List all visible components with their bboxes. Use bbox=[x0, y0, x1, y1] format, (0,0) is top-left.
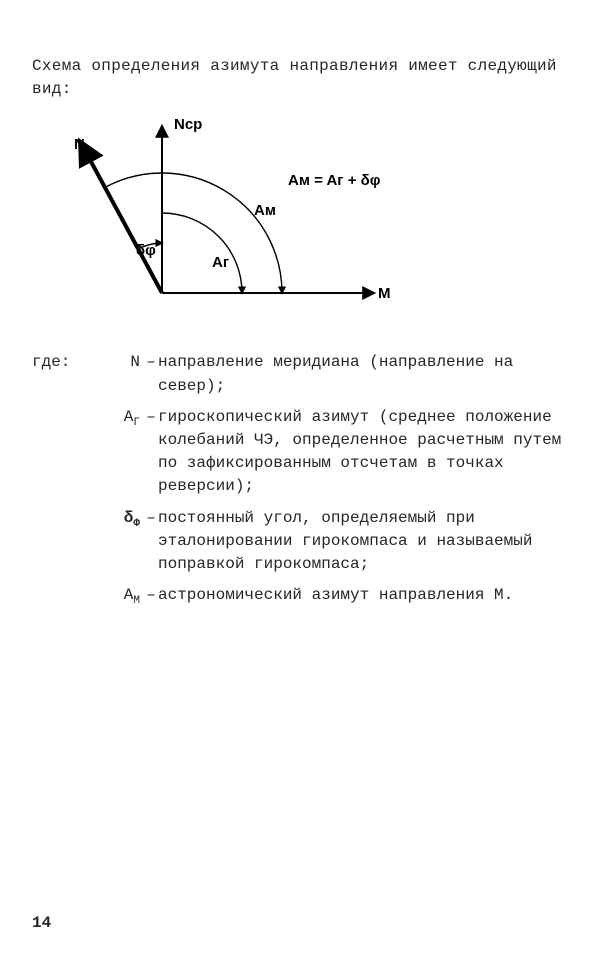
svg-text:M: M bbox=[378, 285, 391, 302]
diagram-svg: M Nср N Aᴍ Aᴦ δφ Aᴍ = Aᴦ + δφ bbox=[32, 113, 452, 333]
intro-line2: вид: bbox=[32, 80, 72, 98]
glossary-lead: где: bbox=[32, 351, 94, 374]
glossary-row: AГ–гироскопический азимут (среднее полож… bbox=[32, 406, 570, 499]
glossary-list: где:N–направление меридиана (направление… bbox=[32, 351, 570, 610]
glossary-dash: – bbox=[144, 584, 158, 607]
glossary-row: δФ–постоянный угол, определяемый при эта… bbox=[32, 507, 570, 577]
glossary-symbol: AГ bbox=[94, 406, 144, 432]
svg-text:δφ: δφ bbox=[136, 242, 156, 259]
glossary-desc: астрономический азимут направления М. bbox=[158, 584, 570, 607]
glossary-row: AМ–астрономический азимут направления М. bbox=[32, 584, 570, 610]
glossary-desc: направление меридиана (направление на се… bbox=[158, 351, 570, 397]
svg-text:N: N bbox=[74, 136, 85, 153]
glossary-symbol: N bbox=[94, 351, 144, 374]
glossary-desc: гироскопический азимут (среднее положени… bbox=[158, 406, 570, 499]
glossary-symbol: AМ bbox=[94, 584, 144, 610]
svg-text:Aᴍ: Aᴍ bbox=[254, 202, 276, 219]
glossary-desc: постоянный угол, определяемый при эталон… bbox=[158, 507, 570, 577]
intro-line1: Схема определения азимута направления им… bbox=[32, 57, 557, 75]
intro-text: Схема определения азимута направления им… bbox=[32, 55, 570, 101]
glossary-dash: – bbox=[144, 507, 158, 530]
svg-text:Aᴍ = Aᴦ + δφ: Aᴍ = Aᴦ + δφ bbox=[288, 172, 381, 189]
glossary-symbol: δФ bbox=[94, 507, 144, 533]
page-number: 14 bbox=[32, 912, 51, 935]
azimuth-diagram: M Nср N Aᴍ Aᴦ δφ Aᴍ = Aᴦ + δφ bbox=[32, 113, 570, 333]
svg-text:Aᴦ: Aᴦ bbox=[212, 254, 229, 271]
glossary-dash: – bbox=[144, 351, 158, 374]
glossary-row: где:N–направление меридиана (направление… bbox=[32, 351, 570, 397]
glossary-dash: – bbox=[144, 406, 158, 429]
svg-text:Nср: Nср bbox=[174, 116, 202, 133]
